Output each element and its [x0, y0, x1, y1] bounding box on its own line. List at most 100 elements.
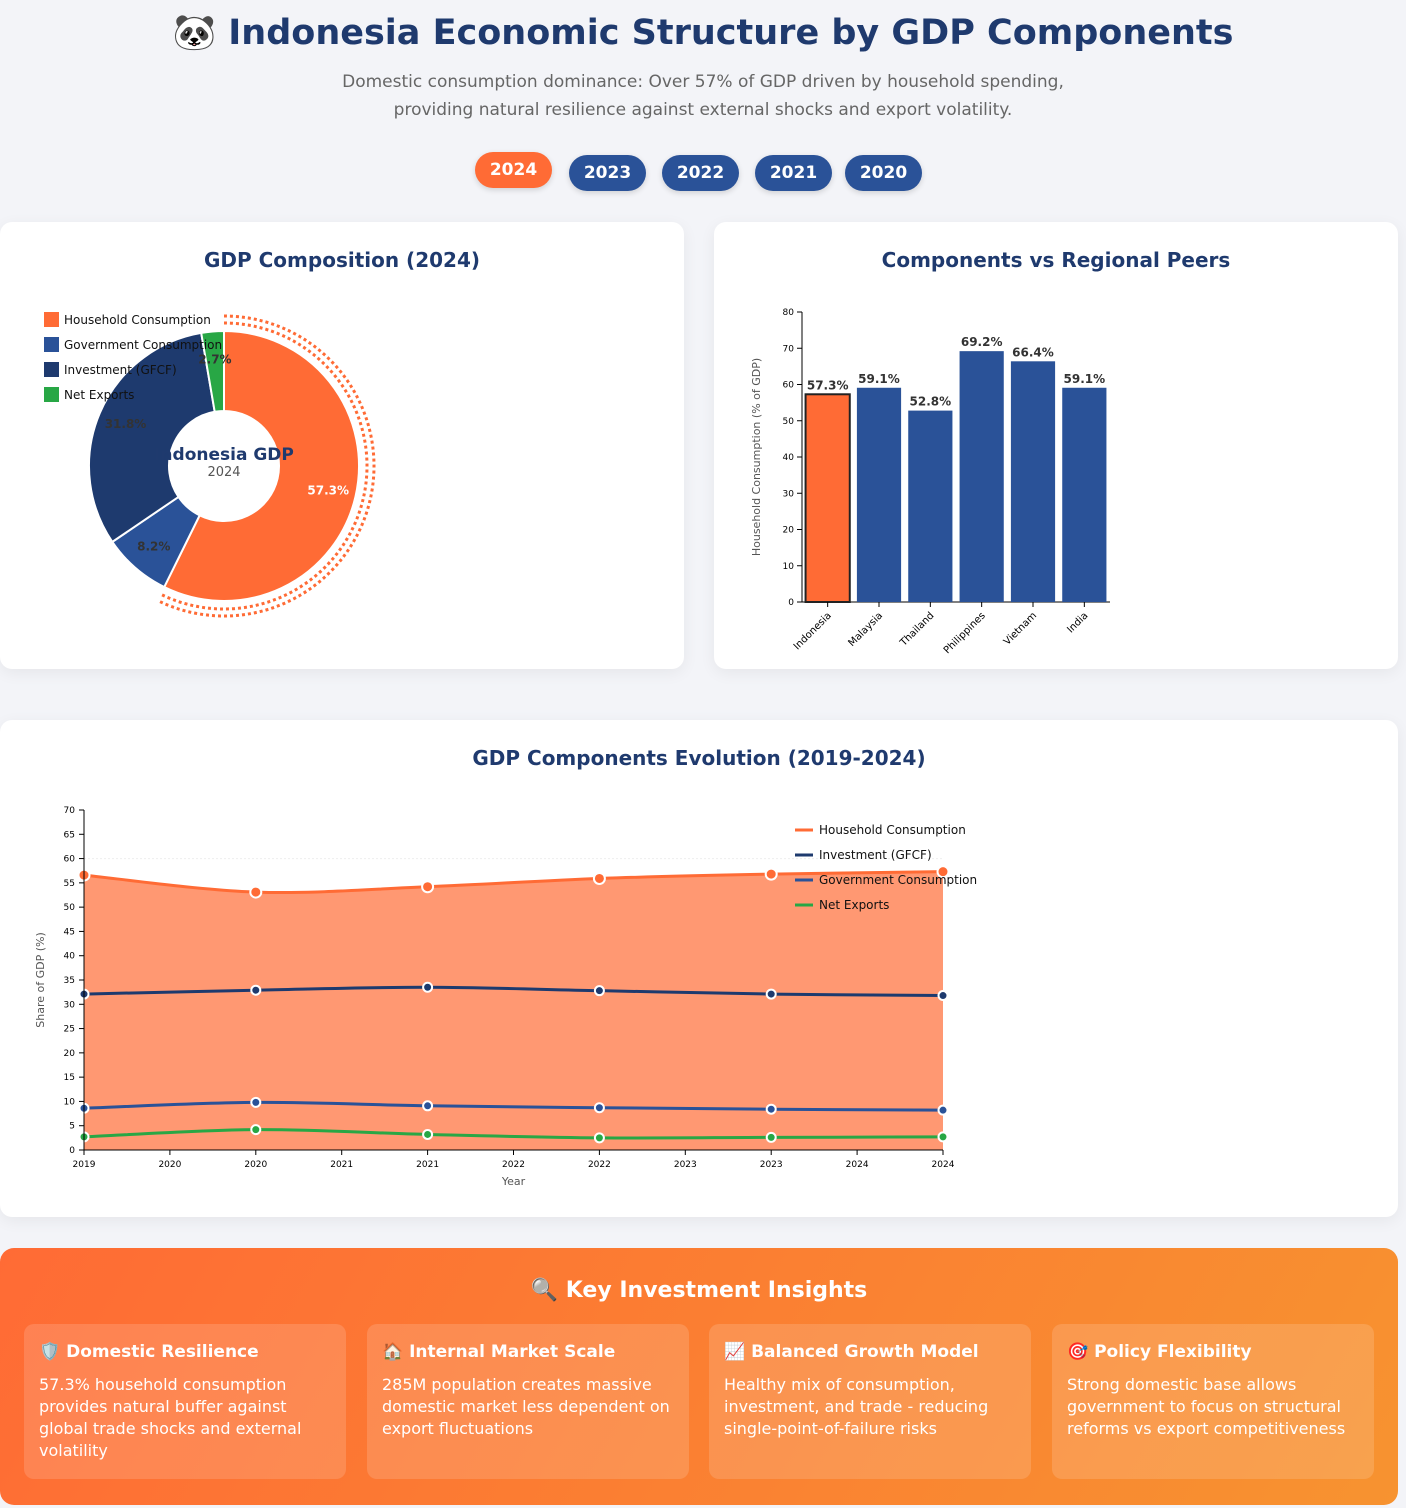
bar-philippines [959, 351, 1004, 602]
series-line-1 [83, 985, 944, 998]
bar-value-label: 69.2% [961, 335, 1003, 349]
year-tab-2021[interactable]: 2021 [755, 155, 832, 191]
year-tab-2022[interactable]: 2022 [662, 155, 739, 191]
bar-x-tick-label: Vietnam [1002, 610, 1039, 647]
legend-swatch [44, 312, 59, 327]
bar-y-axis-label: Household Consumption (% of GDP) [750, 358, 763, 556]
line-x-tick-label: 2021 [330, 1160, 353, 1170]
series-point [765, 988, 777, 1000]
line-legend-label: Investment (GFCF) [819, 848, 932, 862]
legend-swatch [44, 387, 59, 402]
insight-card-text: 57.3% household consumption provides nat… [39, 1375, 302, 1460]
series-point [250, 984, 262, 996]
line-x-tick-label: 2022 [502, 1160, 525, 1170]
bar-x-tick-label: Thailand [898, 610, 937, 649]
legend-label: Government Consumption [64, 338, 222, 352]
series-point [592, 871, 606, 885]
series-point [422, 981, 434, 993]
year-tab-2024[interactable]: 2024 [475, 152, 552, 188]
line-x-tick-label: 2024 [846, 1160, 869, 1170]
line-card-title: GDP Components Evolution (2019-2024) [472, 746, 926, 770]
line-y-axis-label: Share of GDP (%) [34, 932, 47, 1028]
bar-thailand [908, 410, 953, 602]
series-point [250, 1124, 262, 1136]
bar-malaysia [856, 387, 902, 602]
page-title: 🐼 Indonesia Economic Structure by GDP Co… [172, 13, 1234, 53]
series-point [593, 985, 605, 997]
insight-card-title: 📈 Balanced Growth Model [724, 1342, 979, 1362]
line-y-tick-label: 45 [64, 927, 75, 937]
target-icon: 🎯 [1067, 1342, 1089, 1362]
line-x-tick-label: 2023 [760, 1160, 783, 1170]
year-tab-2020[interactable]: 2020 [845, 155, 922, 191]
pie-highlight-ring [156, 314, 376, 618]
series-point [250, 1096, 262, 1108]
bar-y-tick-label: 80 [783, 308, 795, 318]
pie-slice-2 [88, 331, 216, 544]
insight-card-resilience: 🛡️ Domestic Resilience 57.3% household c… [24, 1324, 346, 1479]
bar-y-tick-label: 40 [783, 453, 795, 463]
series-line-3 [83, 1128, 944, 1140]
series-point [936, 865, 950, 879]
pie-card: GDP Composition (2024) 57.3% 8.2% 31.8% 2.7… [0, 222, 684, 669]
pie-card-title: GDP Composition (2024) [203, 248, 480, 272]
bar-y-tick-label: 0 [788, 598, 794, 608]
year-tabs: 2024 2023 2022 2021 2020 [0, 152, 1406, 196]
insight-card-text: 285M population creates massive domestic… [382, 1375, 670, 1438]
line-y-tick-label: 40 [64, 952, 76, 962]
area-household [84, 871, 943, 1150]
insights-title: 🔍 Key Investment Insights [530, 1278, 868, 1303]
chart-up-icon: 📈 [724, 1342, 746, 1362]
pie-slice-3 [200, 329, 225, 413]
series-point [422, 1100, 434, 1112]
legend-swatch [44, 362, 59, 377]
bar-value-label: 59.1% [858, 372, 900, 386]
line-y-tick-label: 35 [64, 976, 75, 986]
bar-value-label: 57.3% [807, 378, 849, 392]
bar-x-tick-label: Malaysia [846, 610, 885, 649]
line-y-tick-label: 15 [64, 1073, 75, 1083]
bar-y-tick-label: 10 [783, 562, 795, 572]
pie-slice-label: 31.8% [105, 417, 147, 431]
bar-x-tick-label: Indonesia [792, 610, 834, 652]
page-subtitle: Domestic consumption dominance: Over 57%… [342, 72, 1064, 120]
bar-indonesia [804, 393, 851, 603]
bar-y-tick-label: 20 [783, 526, 795, 536]
year-tab-2023[interactable]: 2023 [569, 155, 646, 191]
line-x-tick-label: 2020 [244, 1160, 267, 1170]
bar-x-tick-label: India [1065, 610, 1090, 635]
line-y-tick-label: 20 [64, 1049, 76, 1059]
bar-value-label: 59.1% [1064, 372, 1106, 386]
house-icon: 🏠 [382, 1342, 404, 1362]
line-x-tick-label: 2022 [588, 1160, 611, 1170]
line-legend-label: Household Consumption [819, 823, 966, 837]
legend-label: Investment (GFCF) [64, 363, 177, 377]
insight-card-market: 🏠 Internal Market Scale 285M population … [367, 1324, 689, 1479]
series-point [937, 990, 949, 1002]
insight-card-text: Healthy mix of consumption, investment, … [724, 1375, 989, 1438]
bar-card: Components vs Regional Peers 0 10 20 30 40 50… [714, 222, 1398, 669]
pie-slice-label: 2.7% [198, 352, 231, 366]
series-point [937, 1131, 949, 1143]
line-card: GDP Components Evolution (2019-2024) 0 5 1… [0, 720, 1398, 1217]
line-legend-label: Net Exports [819, 898, 889, 912]
legend-label: Net Exports [64, 388, 134, 402]
line-x-tick-label: 2021 [416, 1160, 439, 1170]
insight-card-policy: 🎯 Policy Flexibility Strong domestic bas… [1052, 1324, 1374, 1479]
line-y-tick-label: 60 [64, 855, 76, 865]
series-point [593, 1102, 605, 1114]
bar-y-tick-label: 50 [783, 417, 795, 427]
bar-card-title: Components vs Regional Peers [881, 248, 1231, 272]
line-x-tick-label: 2019 [73, 1160, 96, 1170]
insight-card-title: 🏠 Internal Market Scale [382, 1342, 616, 1362]
line-y-tick-label: 70 [64, 806, 76, 816]
line-y-tick-label: 50 [64, 903, 76, 913]
pie-slice-label: 8.2% [137, 540, 170, 554]
series-point [764, 867, 778, 881]
line-y-tick-label: 55 [64, 879, 75, 889]
series-line-0 [83, 870, 944, 895]
series-point [422, 1128, 434, 1140]
series-point [421, 880, 435, 894]
bar-y-tick-label: 30 [783, 489, 795, 499]
